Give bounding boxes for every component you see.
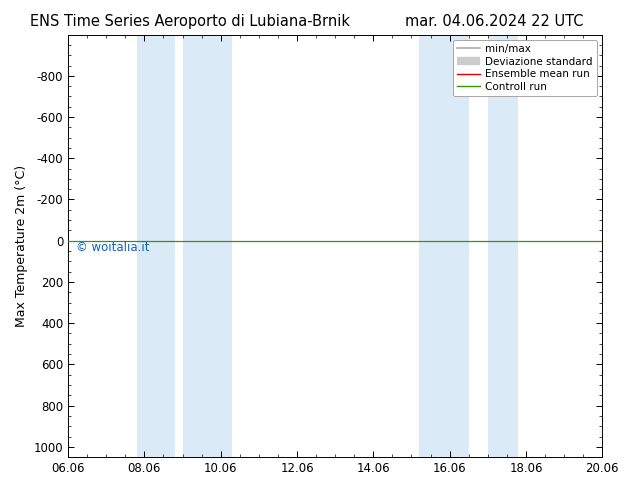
Bar xyxy=(488,35,519,457)
Bar xyxy=(137,35,175,457)
Bar xyxy=(419,35,469,457)
Text: ENS Time Series Aeroporto di Lubiana-Brnik: ENS Time Series Aeroporto di Lubiana-Brn… xyxy=(30,14,350,29)
Text: © woitalia.it: © woitalia.it xyxy=(76,242,150,254)
Bar xyxy=(183,35,232,457)
Legend: min/max, Deviazione standard, Ensemble mean run, Controll run: min/max, Deviazione standard, Ensemble m… xyxy=(453,40,597,96)
Text: mar. 04.06.2024 22 UTC: mar. 04.06.2024 22 UTC xyxy=(405,14,584,29)
Y-axis label: Max Temperature 2m (°C): Max Temperature 2m (°C) xyxy=(15,165,28,327)
